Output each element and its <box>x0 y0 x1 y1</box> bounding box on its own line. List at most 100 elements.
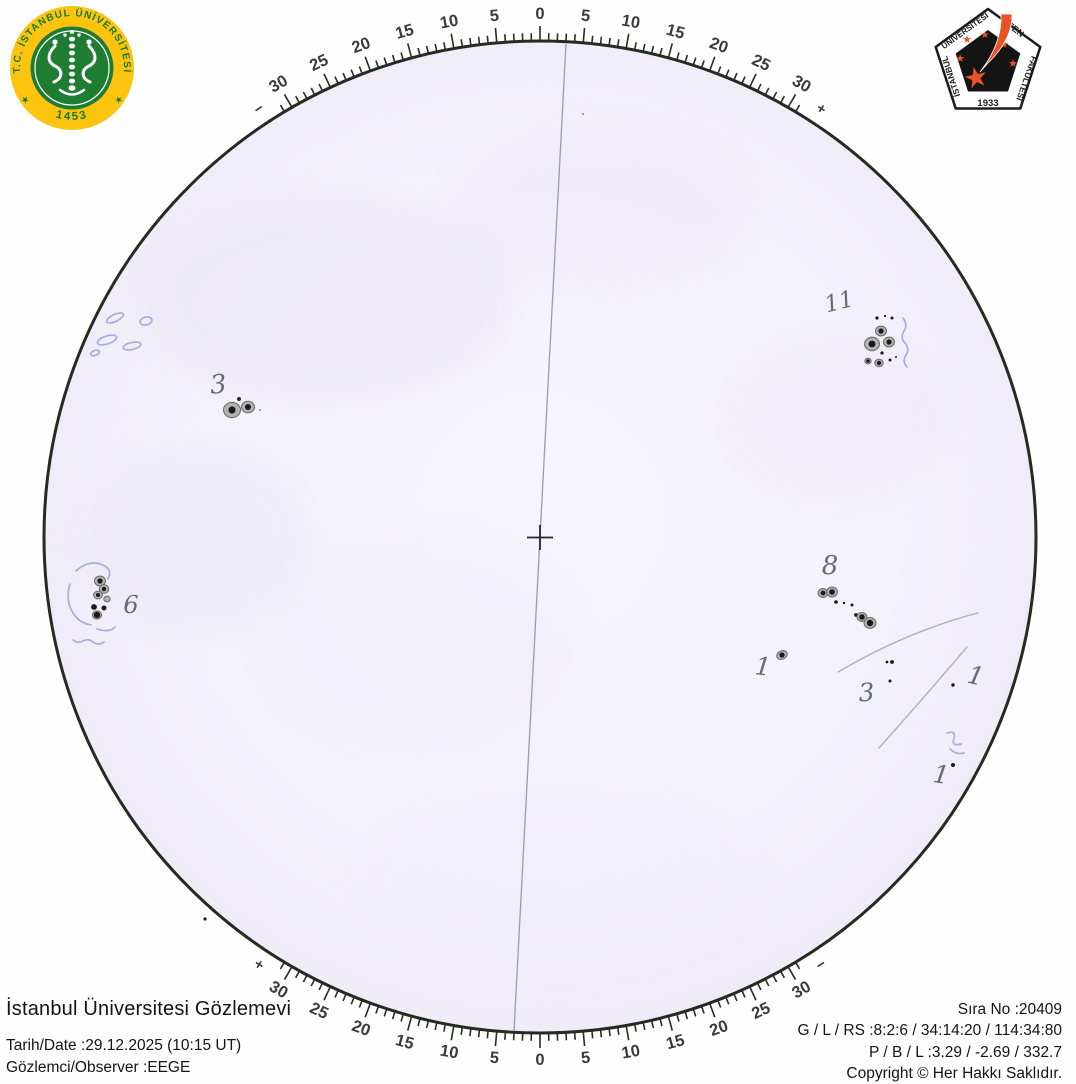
degree-tick <box>303 975 307 982</box>
degree-tick <box>418 1018 420 1026</box>
emblem-bead <box>69 65 75 70</box>
sunspot-pore <box>582 113 584 115</box>
scale-sign: + <box>813 100 830 119</box>
group-count-label: 3 <box>209 369 228 400</box>
degree-tick <box>408 1016 412 1030</box>
degree-tick <box>319 983 323 990</box>
sunspot-umbra <box>94 612 100 618</box>
sunspot-umbra <box>821 591 826 596</box>
degree-tick <box>487 36 488 44</box>
degree-tick <box>734 73 737 80</box>
degree-label: 25 <box>307 51 331 75</box>
degree-tick <box>626 1025 629 1040</box>
degree-label: 20 <box>707 1017 730 1040</box>
group-count-label: 1 <box>753 651 772 682</box>
degree-tick <box>780 971 784 978</box>
sunspot-pore <box>102 606 107 611</box>
degree-tick <box>479 37 480 45</box>
degree-tick <box>795 962 799 969</box>
degree-tick <box>359 1000 362 1007</box>
degree-tick <box>351 70 354 77</box>
degree-tick <box>311 979 315 986</box>
group-count-label: 3 <box>857 678 875 708</box>
emblem-head <box>86 39 91 44</box>
pore-southwest-limb <box>203 917 206 920</box>
degree-label: 20 <box>349 1017 372 1040</box>
sunspot-pore <box>851 604 854 607</box>
shading-blob <box>720 340 940 500</box>
sunspot-umbra <box>878 328 883 333</box>
sunspot-pore <box>891 317 894 320</box>
degree-tick <box>280 105 284 112</box>
degree-tick <box>393 1011 395 1019</box>
emblem-bead <box>69 79 75 84</box>
degree-tick <box>505 1032 506 1040</box>
emblem-dot <box>63 33 66 36</box>
sunspot-pore <box>843 602 845 604</box>
degree-tick <box>365 1003 370 1017</box>
degree-tick <box>609 38 610 46</box>
degree-tick <box>765 88 769 95</box>
speck-north <box>582 113 584 115</box>
degree-tick <box>718 66 721 73</box>
degree-tick <box>324 74 330 88</box>
degree-tick <box>592 1030 593 1038</box>
degree-tick <box>773 92 777 99</box>
degree-tick <box>285 967 293 980</box>
degree-tick <box>324 987 330 1001</box>
serial-line: Sıra No :20409 <box>797 999 1062 1020</box>
sunspot-pore <box>889 359 892 362</box>
degree-label: 10 <box>620 11 641 32</box>
degree-label: 15 <box>393 1031 415 1053</box>
degree-tick <box>470 38 471 46</box>
sunspot-pore <box>886 661 889 664</box>
copyright-line: Copyright © Her Hakkı Saklıdır. <box>797 1063 1062 1084</box>
emblem-bead <box>69 72 75 77</box>
scale-sign: + <box>251 955 268 974</box>
degree-tick <box>609 1028 610 1036</box>
degree-label: 20 <box>707 34 730 57</box>
degree-tick <box>677 53 679 61</box>
degree-tick <box>418 48 420 56</box>
degree-tick <box>592 36 593 44</box>
degree-label: 15 <box>664 1031 686 1053</box>
degree-tick <box>742 990 745 997</box>
degree-tick <box>495 28 496 43</box>
degree-tick <box>710 1003 715 1017</box>
degree-label: 5 <box>489 1049 500 1068</box>
degree-label: 10 <box>439 11 460 32</box>
degree-tick <box>795 105 799 112</box>
degree-tick <box>351 997 354 1004</box>
sunspot-pore <box>237 397 241 401</box>
degree-label: 5 <box>580 7 591 26</box>
degree-label: 5 <box>580 1049 591 1068</box>
group-count-label: 8 <box>822 551 839 581</box>
degree-tick <box>742 77 745 84</box>
sunspot-umbra <box>228 406 235 413</box>
degree-label: 5 <box>489 7 500 26</box>
degree-tick <box>660 48 662 56</box>
star-icon: ★ <box>962 34 972 46</box>
degree-label: 0 <box>535 1051 544 1069</box>
degree-tick <box>401 1014 403 1022</box>
sunspot-umbra <box>886 339 891 344</box>
degree-tick <box>750 74 756 88</box>
degree-tick <box>479 1029 480 1037</box>
pbl-line: P / B / L :3.29 / -2.69 / 332.7 <box>797 1042 1062 1063</box>
degree-tick <box>303 92 307 99</box>
degree-tick <box>668 43 672 57</box>
degree-label: 15 <box>664 21 686 43</box>
degree-label: 20 <box>349 34 372 57</box>
date-line: Tarih/Date :29.12.2025 (10:15 UT) <box>6 1035 291 1057</box>
sunspot-umbra <box>96 593 100 597</box>
glrs-line: G / L / RS :8:2:6 / 34:14:20 / 114:34:80 <box>797 1020 1062 1041</box>
degree-tick <box>757 84 761 91</box>
degree-tick <box>495 1031 496 1046</box>
sunspot-pore <box>889 680 892 683</box>
degree-tick <box>451 1025 454 1040</box>
footer-right: Sıra No :20409 G / L / RS :8:2:6 / 34:14… <box>797 999 1062 1084</box>
sunspot-pore <box>203 917 206 920</box>
degree-tick <box>750 987 756 1001</box>
sunspot-umbra <box>102 587 106 591</box>
degree-label: 30 <box>266 72 291 97</box>
